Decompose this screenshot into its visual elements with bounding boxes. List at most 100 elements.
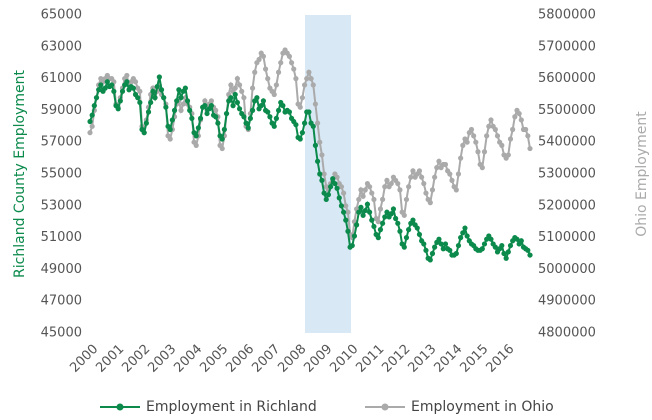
point <box>102 85 108 91</box>
point <box>132 79 139 85</box>
point <box>447 247 453 253</box>
point <box>360 212 366 218</box>
point <box>273 82 280 88</box>
y-tick-label: 55000 <box>41 167 82 182</box>
point <box>89 112 95 118</box>
point <box>358 204 364 210</box>
point <box>208 98 214 104</box>
point <box>310 123 316 129</box>
point <box>174 98 180 104</box>
x-tick-label: 2009 <box>301 342 335 376</box>
point <box>271 91 277 98</box>
x-tick-label: 2012 <box>379 342 413 376</box>
legend-marker <box>116 403 124 411</box>
point <box>503 255 509 261</box>
point <box>332 180 338 187</box>
point <box>458 155 464 161</box>
legend-label: Employment in Ohio <box>411 399 554 415</box>
point <box>358 187 364 193</box>
point <box>193 133 199 139</box>
point <box>223 110 230 117</box>
point <box>512 114 518 120</box>
point <box>265 109 271 115</box>
point <box>273 115 280 121</box>
x-tick-label: 2003 <box>145 342 179 376</box>
point <box>388 211 394 217</box>
point <box>488 236 494 242</box>
point <box>137 88 143 94</box>
point <box>245 125 251 131</box>
point <box>397 228 403 234</box>
point <box>527 145 533 152</box>
point <box>299 130 306 136</box>
y-tick-label: 57000 <box>41 135 82 150</box>
point <box>182 85 188 91</box>
point <box>479 165 485 171</box>
point <box>321 171 327 177</box>
point <box>380 220 386 226</box>
point <box>429 187 436 193</box>
y2-tick-label: 5100000 <box>538 230 596 245</box>
point <box>275 69 282 75</box>
point <box>130 85 136 91</box>
point <box>486 123 492 129</box>
point <box>286 53 293 59</box>
point <box>447 171 453 177</box>
point <box>340 190 347 196</box>
point <box>241 95 247 101</box>
point <box>104 79 110 85</box>
point <box>401 212 407 218</box>
point <box>525 247 531 253</box>
point <box>334 185 340 191</box>
point <box>356 209 362 215</box>
point <box>416 231 423 238</box>
point <box>232 85 238 91</box>
point <box>423 247 429 253</box>
point <box>137 99 143 106</box>
x-tick-label: 2000 <box>67 342 101 376</box>
point <box>410 217 416 223</box>
y2-tick-label: 5300000 <box>538 167 596 182</box>
x-tick-label: 2008 <box>275 342 309 376</box>
point <box>345 228 351 234</box>
point <box>340 209 347 215</box>
point <box>494 133 501 139</box>
point <box>453 250 459 257</box>
point <box>397 187 403 193</box>
point <box>356 196 362 203</box>
point <box>167 126 173 133</box>
point <box>124 79 130 85</box>
point <box>249 107 256 113</box>
point <box>143 120 149 126</box>
point <box>427 257 433 263</box>
point <box>492 126 498 133</box>
point <box>293 122 299 128</box>
y-axis-label: Richland County Employment <box>12 70 28 278</box>
x-tick-label: 2002 <box>119 342 153 376</box>
point <box>256 56 262 63</box>
point <box>364 201 371 207</box>
point <box>334 174 340 180</box>
point <box>523 126 529 133</box>
point <box>314 158 321 164</box>
point <box>310 82 316 88</box>
point <box>505 152 511 158</box>
point <box>230 103 236 109</box>
point <box>189 115 195 121</box>
point <box>464 233 470 239</box>
point <box>442 161 449 168</box>
point <box>458 235 464 241</box>
point <box>148 99 154 106</box>
y-tick-label: 53000 <box>41 198 82 213</box>
point <box>440 246 446 252</box>
point <box>436 236 442 242</box>
x-tick-label: 2001 <box>93 342 127 376</box>
y-tick-label: 59000 <box>41 103 82 118</box>
y2-tick-label: 5700000 <box>538 39 596 54</box>
point <box>321 190 327 196</box>
point <box>260 98 266 104</box>
point <box>507 242 514 249</box>
point <box>401 244 407 250</box>
y2-tick-label: 5000000 <box>538 262 596 277</box>
